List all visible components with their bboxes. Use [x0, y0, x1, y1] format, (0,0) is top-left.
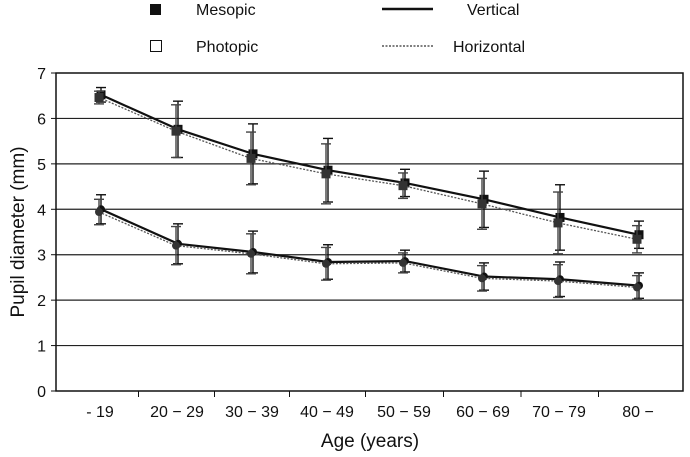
data-point	[248, 149, 258, 159]
data-point	[95, 208, 103, 217]
series-line	[100, 93, 640, 236]
series-line	[98, 211, 638, 289]
data-point	[477, 199, 487, 209]
y-axis-title: Pupil diameter (mm)	[8, 146, 29, 317]
horizontal-legend-label: Horizontal	[453, 39, 525, 56]
series-line	[100, 208, 640, 287]
data-point	[322, 259, 330, 268]
y-tick-label: 3	[37, 248, 46, 265]
y-tick-label: 7	[37, 66, 46, 83]
data-point	[399, 258, 407, 267]
y-tick-label: 1	[37, 339, 46, 356]
photopic-legend-label: Photopic	[196, 39, 258, 56]
y-tick-label: 4	[37, 202, 46, 219]
data-point	[632, 234, 642, 244]
legend: Mesopic Photopic Vertical Horizontal	[150, 2, 525, 56]
x-tick-label: 70 − 79	[532, 404, 586, 421]
y-tick-label: 2	[37, 293, 46, 310]
data-point	[633, 283, 641, 292]
data-point	[321, 169, 331, 179]
series-layer	[94, 86, 644, 300]
x-tick-label: 20 − 29	[150, 404, 204, 421]
x-tick-label: 60 − 69	[456, 404, 510, 421]
x-tick-label: 40 − 49	[300, 404, 354, 421]
data-point	[398, 181, 408, 191]
data-point	[94, 93, 104, 103]
y-tick-label: 6	[37, 111, 46, 128]
series-photopic-horizontal	[94, 198, 642, 300]
data-point	[247, 249, 255, 258]
data-point	[634, 230, 644, 240]
photopic-legend-marker	[150, 40, 162, 52]
data-point	[553, 218, 563, 228]
y-tick-label: 0	[37, 384, 46, 401]
data-point	[479, 194, 489, 204]
data-point	[246, 153, 256, 163]
x-tick-label: 30 − 39	[225, 404, 279, 421]
x-tick-label: 80 −	[622, 404, 654, 421]
x-tick-label: - 19	[86, 404, 114, 421]
plot-frame	[55, 72, 684, 392]
series-mesopic-horizontal	[94, 90, 642, 255]
data-point	[555, 212, 565, 222]
mesopic-legend-marker	[150, 4, 161, 15]
gridlines	[56, 117, 683, 347]
vertical-legend-label: Vertical	[467, 2, 519, 19]
x-tick-label: 50 − 59	[377, 404, 431, 421]
y-axis-ticks: 0 1 2 3 4 5 6 7	[37, 66, 56, 401]
data-point	[172, 241, 180, 250]
data-point	[554, 277, 562, 286]
data-point	[478, 274, 486, 283]
x-axis-title: Age (years)	[321, 431, 419, 452]
data-point	[171, 126, 181, 136]
mesopic-legend-label: Mesopic	[196, 2, 256, 19]
x-axis-ticks: - 19 20 − 29 30 − 39 40 − 49 50 − 59 60 − 69 7…	[86, 391, 654, 421]
y-tick-label: 5	[37, 157, 46, 174]
